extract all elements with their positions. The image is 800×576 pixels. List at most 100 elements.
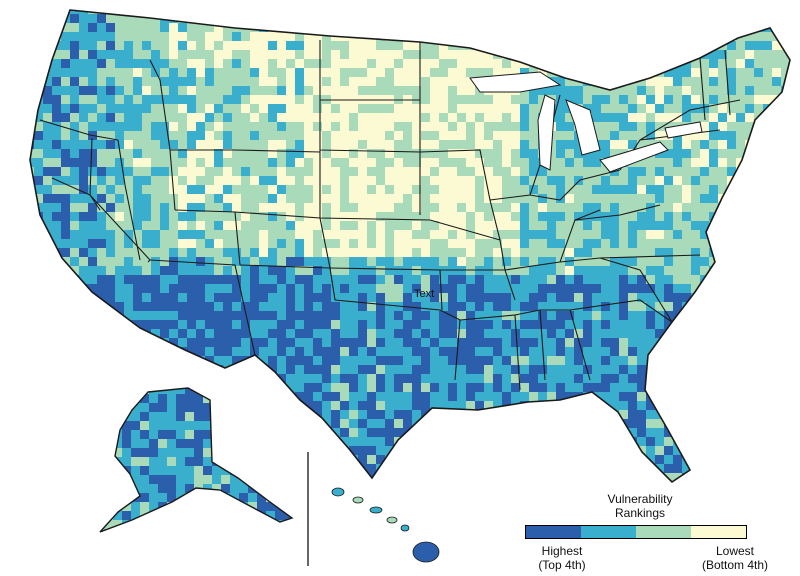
county-cell [601,410,611,420]
county-cell [754,68,764,78]
county-cell [394,176,404,186]
county-cell [250,428,260,438]
county-cell [448,14,458,24]
county-cell [241,329,251,339]
county-cell [511,248,521,258]
county-cell [520,320,530,330]
county-cell [736,68,746,78]
county-cell [304,374,314,384]
county-cell [223,446,233,456]
county-cell [106,446,116,456]
county-cell [628,473,638,482]
county-cell [565,167,575,177]
county-cell [194,403,204,413]
county-cell [295,419,305,429]
county-cell [475,401,485,411]
county-cell [610,14,620,24]
county-cell [52,122,62,132]
county-cell [745,347,755,357]
county-cell [745,203,755,213]
county-cell [88,455,98,465]
county-cell [484,59,494,69]
county-cell [196,239,206,249]
county-cell [230,511,240,521]
county-cell [106,194,116,204]
county-cell [430,23,440,33]
county-cell [691,203,701,213]
county-cell [700,320,710,330]
county-cell [151,10,161,15]
county-cell [457,329,467,339]
county-cell [257,388,267,395]
county-cell [331,392,341,402]
county-cell [286,293,296,303]
county-cell [781,248,790,258]
county-cell [790,293,800,303]
county-cell [124,257,134,267]
county-cell [430,410,440,420]
county-cell [439,95,449,105]
county-cell [610,248,620,258]
county-cell [232,140,242,150]
county-cell [376,329,386,339]
county-cell [196,95,206,105]
county-cell [97,401,107,411]
county-cell [52,158,62,168]
county-cell [196,257,206,267]
county-cell [583,194,593,204]
county-cell [574,14,584,24]
county-cell [565,275,575,285]
county-cell [394,257,404,267]
county-cell [745,14,755,24]
county-cell [538,10,548,15]
county-cell [322,392,332,402]
county-cell [727,158,737,168]
county-cell [637,383,647,393]
county-cell [167,448,177,458]
county-cell [736,428,746,438]
county-cell [223,158,233,168]
county-cell [691,464,701,474]
county-cell [232,275,242,285]
county-cell [457,176,467,186]
county-cell [403,41,413,51]
county-cell [763,419,773,429]
county-cell [619,167,629,177]
county-cell [583,86,593,96]
county-cell [673,149,683,159]
county-cell [133,203,143,213]
county-cell [538,95,548,105]
county-cell [142,365,152,375]
county-cell [493,104,503,114]
county-cell [115,338,125,348]
county-cell [520,131,530,141]
county-cell [376,77,386,87]
county-cell [610,401,620,411]
county-cell [239,493,249,503]
county-cell [185,484,195,494]
county-cell [259,113,269,123]
county-cell [248,511,258,521]
county-cell [367,113,377,123]
county-cell [430,212,440,222]
county-cell [655,239,665,249]
county-cell [556,302,566,312]
county-cell [268,338,278,348]
county-cell [304,185,314,195]
county-cell [88,428,98,438]
county-cell [538,311,548,321]
county-cell [142,59,152,69]
county-cell [664,77,674,87]
county-cell [124,374,134,384]
county-cell [277,122,287,132]
county-cell [439,473,449,482]
county-cell [97,77,107,87]
county-cell [709,77,719,87]
county-cell [601,239,611,249]
county-cell [763,347,773,357]
county-cell [655,32,665,42]
county-cell [502,329,512,339]
county-cell [376,59,386,69]
county-cell [682,284,692,294]
county-cell [232,365,242,375]
